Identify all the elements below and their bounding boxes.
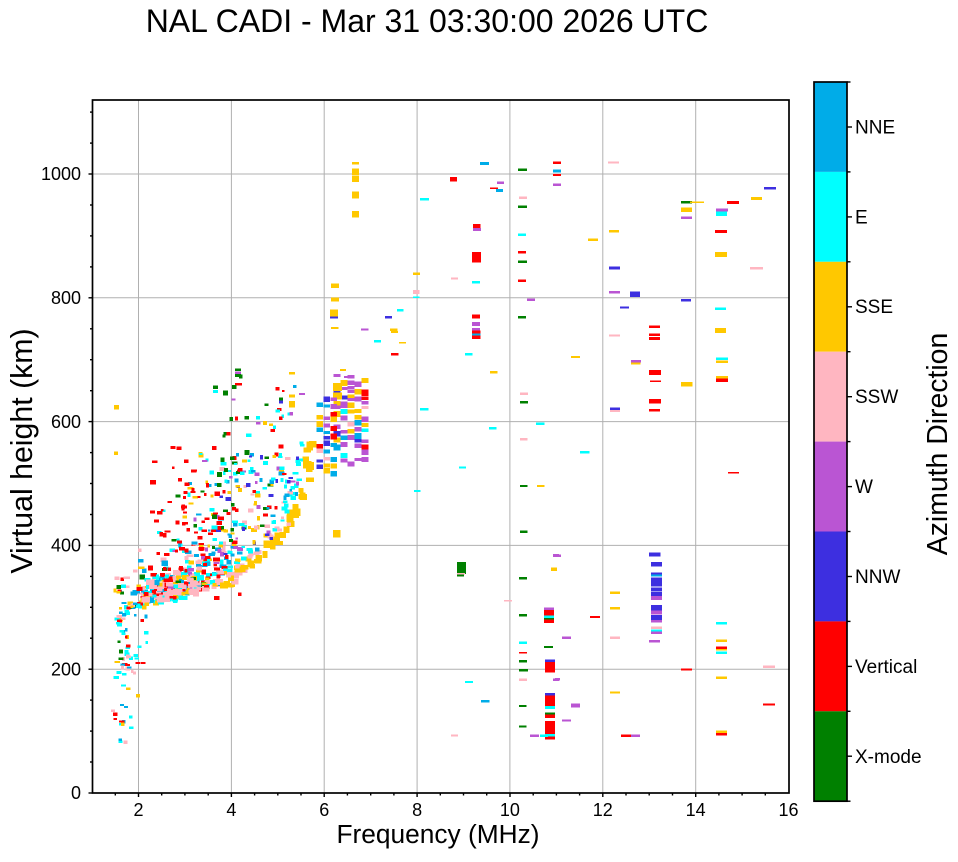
- svg-text:10: 10: [500, 800, 520, 820]
- svg-text:NNE: NNE: [855, 117, 895, 138]
- svg-text:Frequency (MHz): Frequency (MHz): [336, 819, 539, 849]
- svg-text:NNW: NNW: [855, 567, 900, 588]
- svg-text:X-mode: X-mode: [855, 747, 922, 768]
- svg-text:Virtual height (km): Virtual height (km): [6, 328, 39, 573]
- svg-text:8: 8: [412, 800, 422, 820]
- svg-text:6: 6: [319, 800, 329, 820]
- svg-text:2: 2: [133, 800, 143, 820]
- svg-text:SSW: SSW: [855, 387, 898, 408]
- svg-text:SSE: SSE: [855, 297, 893, 318]
- svg-text:NAL CADI - Mar 31 03:30:00 202: NAL CADI - Mar 31 03:30:00 2026 UTC: [146, 3, 709, 39]
- svg-text:E: E: [855, 207, 868, 228]
- svg-text:600: 600: [51, 412, 81, 432]
- svg-text:200: 200: [51, 659, 81, 679]
- svg-text:4: 4: [226, 800, 236, 820]
- svg-text:0: 0: [71, 783, 81, 803]
- svg-text:1000: 1000: [41, 164, 81, 184]
- svg-text:400: 400: [51, 536, 81, 556]
- svg-text:W: W: [855, 477, 873, 498]
- svg-text:16: 16: [778, 800, 798, 820]
- svg-text:14: 14: [686, 800, 706, 820]
- svg-text:800: 800: [51, 288, 81, 308]
- svg-text:Azimuth Direction: Azimuth Direction: [922, 333, 954, 555]
- svg-text:12: 12: [593, 800, 613, 820]
- svg-text:Vertical: Vertical: [855, 657, 917, 678]
